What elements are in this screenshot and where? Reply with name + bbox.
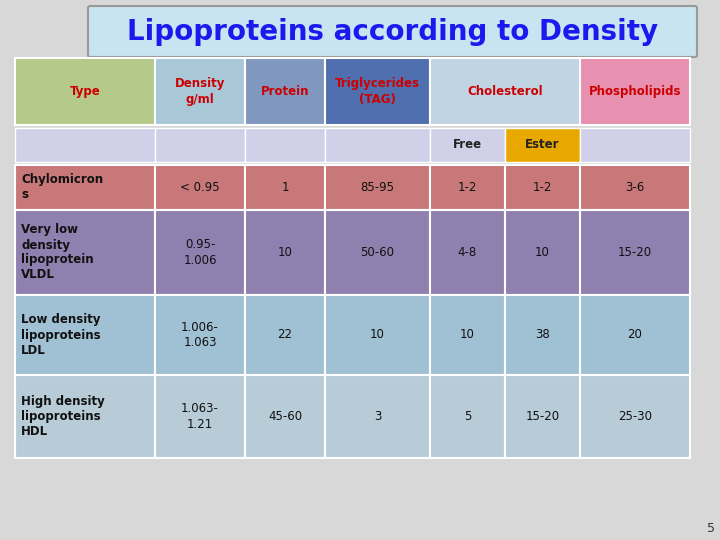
Text: 0.95-
1.006: 0.95- 1.006: [184, 239, 217, 267]
Text: 3: 3: [374, 410, 381, 423]
Text: 15-20: 15-20: [618, 246, 652, 259]
Bar: [430, 165, 505, 210]
Bar: [155, 375, 245, 458]
Bar: [580, 165, 690, 210]
Text: 4-8: 4-8: [458, 246, 477, 259]
Text: Ester: Ester: [526, 138, 559, 152]
Bar: [580, 128, 690, 162]
Text: Density
g/ml: Density g/ml: [175, 78, 225, 105]
Text: 1.063-
1.21: 1.063- 1.21: [181, 402, 219, 430]
Bar: [245, 165, 325, 210]
Bar: [245, 375, 325, 458]
Text: 1-2: 1-2: [458, 181, 477, 194]
Bar: [155, 165, 245, 210]
Text: 85-95: 85-95: [361, 181, 395, 194]
Text: 45-60: 45-60: [268, 410, 302, 423]
Bar: [430, 295, 505, 375]
Text: 5: 5: [464, 410, 471, 423]
Text: Triglycerides
(TAG): Triglycerides (TAG): [335, 78, 420, 105]
Bar: [325, 165, 430, 210]
Text: Very low
density
lipoprotein
VLDL: Very low density lipoprotein VLDL: [21, 224, 94, 281]
Bar: [245, 128, 325, 162]
Text: 50-60: 50-60: [361, 246, 395, 259]
Bar: [15, 375, 155, 458]
Bar: [430, 375, 505, 458]
Bar: [505, 375, 580, 458]
Text: Protein: Protein: [261, 85, 310, 98]
Text: 25-30: 25-30: [618, 410, 652, 423]
Text: 3-6: 3-6: [626, 181, 644, 194]
Bar: [505, 210, 580, 295]
Text: 10: 10: [278, 246, 292, 259]
Bar: [15, 58, 155, 125]
Text: 20: 20: [628, 328, 642, 341]
Bar: [155, 295, 245, 375]
Text: Type: Type: [70, 85, 100, 98]
Text: 10: 10: [460, 328, 475, 341]
Text: Free: Free: [453, 138, 482, 152]
Bar: [15, 128, 155, 162]
Bar: [155, 128, 245, 162]
Text: Cholesterol: Cholesterol: [467, 85, 543, 98]
Text: 1-2: 1-2: [533, 181, 552, 194]
Bar: [325, 58, 430, 125]
Bar: [430, 58, 580, 125]
Bar: [245, 295, 325, 375]
Bar: [580, 295, 690, 375]
Text: 15-20: 15-20: [526, 410, 559, 423]
Text: < 0.95: < 0.95: [180, 181, 220, 194]
Bar: [580, 375, 690, 458]
Text: 38: 38: [535, 328, 550, 341]
Bar: [15, 295, 155, 375]
Bar: [430, 210, 505, 295]
Bar: [245, 58, 325, 125]
Bar: [325, 295, 430, 375]
Text: 1: 1: [282, 181, 289, 194]
Bar: [325, 375, 430, 458]
Text: High density
lipoproteins
HDL: High density lipoproteins HDL: [21, 395, 104, 438]
Bar: [15, 210, 155, 295]
Text: Low density
lipoproteins
LDL: Low density lipoproteins LDL: [21, 314, 101, 356]
Bar: [505, 165, 580, 210]
Bar: [245, 210, 325, 295]
Text: Phospholipids: Phospholipids: [589, 85, 681, 98]
Bar: [325, 210, 430, 295]
Bar: [430, 128, 505, 162]
Bar: [155, 210, 245, 295]
Text: 1.006-
1.063: 1.006- 1.063: [181, 321, 219, 349]
Text: 10: 10: [535, 246, 550, 259]
Text: 10: 10: [370, 328, 385, 341]
FancyBboxPatch shape: [88, 6, 697, 57]
Bar: [325, 128, 430, 162]
Text: Lipoproteins according to Density: Lipoproteins according to Density: [127, 17, 658, 45]
Bar: [505, 295, 580, 375]
Bar: [505, 128, 580, 162]
Bar: [155, 58, 245, 125]
Bar: [580, 210, 690, 295]
Text: 22: 22: [277, 328, 292, 341]
Text: 5: 5: [707, 522, 715, 535]
Text: Chylomicron
s: Chylomicron s: [21, 173, 103, 201]
Bar: [580, 58, 690, 125]
Bar: [15, 165, 155, 210]
